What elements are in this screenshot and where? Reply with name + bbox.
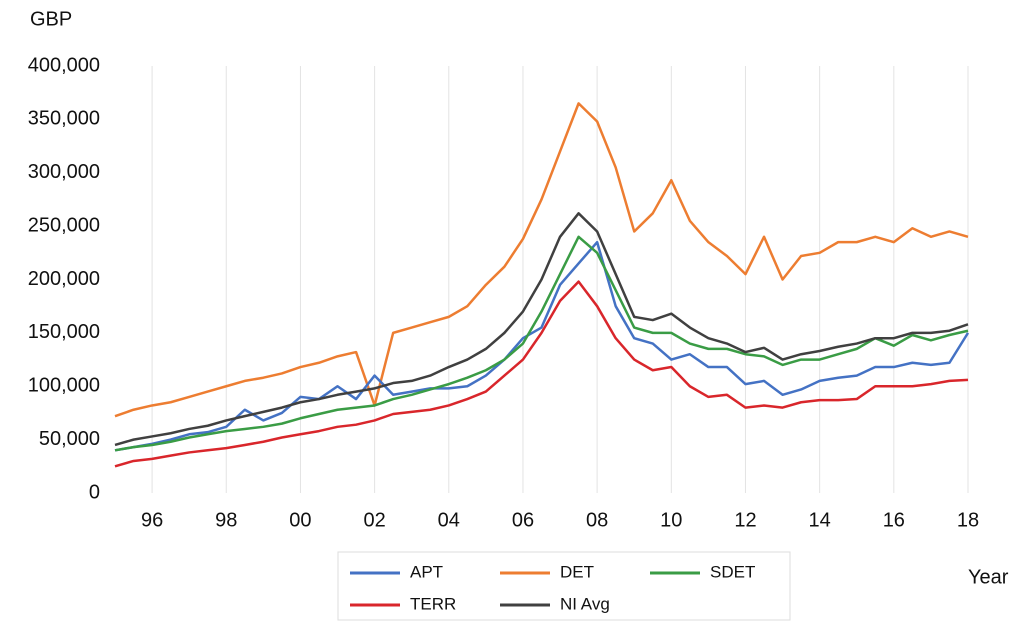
y-tick-label: 250,000	[28, 214, 100, 236]
legend-label: NI Avg	[560, 594, 610, 613]
series-line	[114, 240, 970, 452]
x-tick-label: 16	[883, 509, 905, 531]
x-tick-label: 14	[809, 509, 831, 531]
y-tick-label: 350,000	[28, 108, 100, 130]
x-tick-label: 06	[512, 509, 534, 531]
y-tick-label: 150,000	[28, 321, 100, 343]
x-tick-label: 08	[586, 509, 608, 531]
legend-label: TERR	[410, 594, 456, 613]
y-tick-label: 50,000	[39, 428, 100, 450]
legend-label: DET	[560, 562, 594, 581]
series-line	[114, 102, 969, 418]
y-tick-label: 0	[89, 481, 100, 503]
x-tick-label: 00	[289, 509, 311, 531]
y-axis-label: GBP	[30, 8, 72, 30]
series-line	[114, 235, 969, 452]
y-tick-label: 100,000	[28, 375, 100, 397]
series-line	[114, 212, 969, 447]
legend-label: APT	[410, 562, 443, 581]
legend: APT DET SDET TERR NI Avg	[350, 562, 755, 613]
y-tick-label: 400,000	[28, 54, 100, 76]
x-tick-label: 98	[215, 509, 237, 531]
x-axis-label: Year	[968, 566, 1009, 588]
legend-box	[337, 551, 791, 621]
x-tick-label: 18	[957, 509, 979, 531]
y-tick-label: 200,000	[28, 268, 100, 290]
x-tick-label: 02	[363, 509, 385, 531]
legend-label: SDET	[710, 562, 755, 581]
x-tick-label: 10	[660, 509, 682, 531]
x-tick-label: 96	[141, 509, 163, 531]
x-tick-label: 04	[438, 509, 460, 531]
y-tick-label: 300,000	[28, 161, 100, 183]
x-tick-label: 12	[734, 509, 756, 531]
series-line	[114, 280, 969, 468]
